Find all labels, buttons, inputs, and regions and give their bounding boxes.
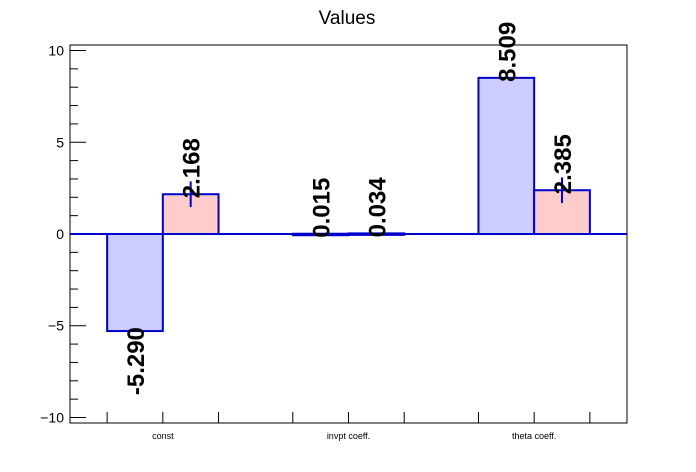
x-axis: const invpt coeff. theta coeff. bbox=[106, 412, 591, 441]
value-label: 8.509 bbox=[494, 22, 521, 82]
x-category-label: invpt coeff. bbox=[327, 431, 370, 441]
value-label: 2.168 bbox=[179, 138, 206, 198]
y-tick-label: 10 bbox=[48, 43, 64, 59]
data-labels: -5.290 0.015 8.509 2.168 0.034 2.385 bbox=[123, 22, 577, 395]
value-label: 0.015 bbox=[309, 178, 336, 238]
x-category-label: theta coeff. bbox=[512, 431, 556, 441]
error-bars bbox=[189, 177, 564, 234]
y-axis: −10 −5 0 5 10 bbox=[40, 43, 86, 425]
y-tick-label: −10 bbox=[40, 409, 64, 425]
y-tick-label: 0 bbox=[56, 226, 64, 242]
value-label: -5.290 bbox=[123, 327, 150, 395]
chart-title: Values bbox=[319, 8, 376, 29]
bar bbox=[106, 233, 164, 333]
x-category-label: const bbox=[152, 431, 174, 441]
y-tick-label: 5 bbox=[56, 134, 64, 150]
y-tick-label: −5 bbox=[48, 318, 64, 334]
value-label: 0.034 bbox=[364, 177, 391, 238]
value-label: 2.385 bbox=[550, 134, 577, 194]
bar bbox=[477, 76, 536, 235]
